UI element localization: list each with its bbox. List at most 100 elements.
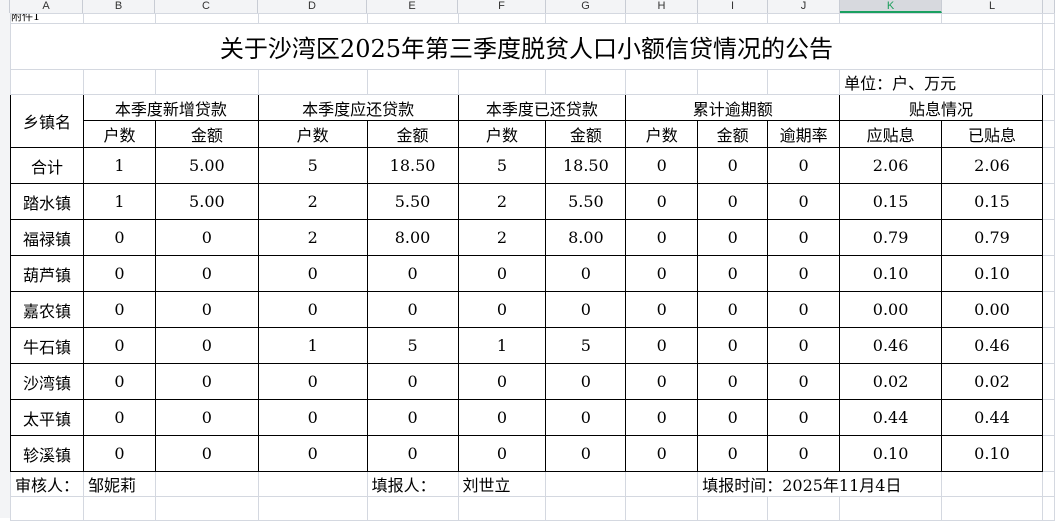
value-cell[interactable]: 18.50 [545, 147, 627, 184]
value-cell[interactable]: 0 [625, 435, 699, 472]
value-cell[interactable]: 0 [767, 327, 841, 364]
header-repaid-loans[interactable]: 本季度已还贷款 [457, 94, 627, 121]
page-title[interactable]: 关于沙湾区2025年第三季度脱贫人口小额信贷情况的公告 [10, 23, 1043, 70]
column-header-k[interactable]: K [840, 0, 942, 13]
value-cell[interactable]: 5.00 [154, 183, 259, 220]
value-cell[interactable]: 0 [366, 255, 459, 292]
subheader-cell[interactable]: 金额 [154, 120, 259, 148]
value-cell[interactable]: 2.06 [839, 147, 943, 184]
town-name-cell[interactable]: 轸溪镇 [10, 435, 84, 472]
value-cell[interactable]: 0 [767, 399, 841, 436]
town-name-cell[interactable]: 嘉农镇 [10, 291, 84, 328]
value-cell[interactable]: 0.10 [839, 435, 943, 472]
value-cell[interactable]: 0 [366, 399, 459, 436]
value-cell[interactable]: 8.00 [545, 219, 627, 256]
value-cell[interactable]: 0 [545, 255, 627, 292]
value-cell[interactable]: 0.10 [941, 255, 1043, 292]
value-cell[interactable]: 0 [257, 255, 368, 292]
value-cell[interactable]: 0 [767, 147, 841, 184]
value-cell[interactable]: 1 [82, 183, 156, 220]
value-cell[interactable]: 5 [457, 147, 547, 184]
value-cell[interactable]: 0.15 [941, 183, 1043, 220]
value-cell[interactable]: 0 [366, 435, 459, 472]
value-cell[interactable]: 0 [545, 399, 627, 436]
town-name-cell[interactable]: 牛石镇 [10, 327, 84, 364]
value-cell[interactable]: 0 [257, 363, 368, 400]
subheader-cell[interactable]: 户数 [82, 120, 156, 148]
value-cell[interactable]: 0.00 [941, 291, 1043, 328]
value-cell[interactable]: 0 [154, 219, 259, 256]
town-name-cell[interactable]: 福禄镇 [10, 219, 84, 256]
value-cell[interactable]: 0.10 [941, 435, 1043, 472]
value-cell[interactable]: 0 [697, 291, 769, 328]
value-cell[interactable]: 0 [767, 219, 841, 256]
value-cell[interactable]: 0 [625, 255, 699, 292]
value-cell[interactable]: 0 [82, 399, 156, 436]
value-cell[interactable]: 18.50 [366, 147, 459, 184]
value-cell[interactable]: 0 [154, 435, 259, 472]
value-cell[interactable]: 0 [767, 435, 841, 472]
value-cell[interactable]: 0.02 [839, 363, 943, 400]
subheader-cell[interactable]: 金额 [366, 120, 459, 148]
value-cell[interactable]: 0 [625, 291, 699, 328]
value-cell[interactable]: 0 [767, 183, 841, 220]
value-cell[interactable]: 0.79 [839, 219, 943, 256]
header-new-loans[interactable]: 本季度新增贷款 [82, 94, 259, 121]
value-cell[interactable]: 0.46 [839, 327, 943, 364]
value-cell[interactable]: 0 [767, 255, 841, 292]
value-cell[interactable]: 1 [82, 147, 156, 184]
value-cell[interactable]: 5 [366, 327, 459, 364]
value-cell[interactable]: 0.44 [941, 399, 1043, 436]
filler-name[interactable]: 刘世立 [457, 471, 547, 497]
value-cell[interactable]: 0 [697, 183, 769, 220]
attachment-label[interactable]: 附件1 [10, 13, 84, 24]
column-header-blank[interactable] [0, 0, 10, 13]
column-header-g[interactable]: G [546, 0, 626, 13]
value-cell[interactable]: 2 [457, 219, 547, 256]
value-cell[interactable]: 5 [545, 327, 627, 364]
value-cell[interactable]: 0 [82, 327, 156, 364]
subheader-cell[interactable]: 户数 [257, 120, 368, 148]
value-cell[interactable]: 2 [257, 219, 368, 256]
value-cell[interactable]: 0.10 [839, 255, 943, 292]
subheader-cell[interactable]: 金额 [545, 120, 627, 148]
value-cell[interactable]: 0 [154, 363, 259, 400]
reviewer-label[interactable]: 审核人： [10, 471, 84, 497]
value-cell[interactable]: 0 [154, 255, 259, 292]
subheader-cell[interactable]: 户数 [625, 120, 699, 148]
column-header-j[interactable]: J [768, 0, 840, 13]
column-header-b[interactable]: B [83, 0, 155, 13]
subheader-cell[interactable]: 金额 [697, 120, 769, 148]
value-cell[interactable]: 0 [625, 183, 699, 220]
value-cell[interactable]: 1 [257, 327, 368, 364]
value-cell[interactable]: 0 [457, 291, 547, 328]
value-cell[interactable]: 0 [625, 327, 699, 364]
value-cell[interactable]: 0.79 [941, 219, 1043, 256]
value-cell[interactable]: 0.02 [941, 363, 1043, 400]
value-cell[interactable]: 0 [545, 435, 627, 472]
value-cell[interactable]: 0 [697, 435, 769, 472]
value-cell[interactable]: 0 [697, 147, 769, 184]
value-cell[interactable]: 2.06 [941, 147, 1043, 184]
value-cell[interactable]: 0 [154, 291, 259, 328]
value-cell[interactable]: 0 [257, 435, 368, 472]
value-cell[interactable]: 0 [257, 399, 368, 436]
value-cell[interactable]: 5 [257, 147, 368, 184]
report-date[interactable]: 填报时间：2025年11月4日 [697, 471, 943, 497]
header-due-loans[interactable]: 本季度应还贷款 [257, 94, 459, 121]
value-cell[interactable]: 5.00 [154, 147, 259, 184]
value-cell[interactable]: 0 [366, 363, 459, 400]
value-cell[interactable]: 0 [154, 327, 259, 364]
value-cell[interactable]: 0 [545, 363, 627, 400]
column-header-blank[interactable] [1043, 0, 1055, 13]
value-cell[interactable]: 0 [457, 435, 547, 472]
value-cell[interactable]: 0 [625, 399, 699, 436]
subheader-cell[interactable]: 户数 [457, 120, 547, 148]
value-cell[interactable]: 0 [625, 363, 699, 400]
value-cell[interactable]: 2 [257, 183, 368, 220]
value-cell[interactable]: 1 [457, 327, 547, 364]
filler-label[interactable]: 填报人： [366, 471, 459, 497]
value-cell[interactable]: 0 [697, 219, 769, 256]
town-name-cell[interactable]: 太平镇 [10, 399, 84, 436]
